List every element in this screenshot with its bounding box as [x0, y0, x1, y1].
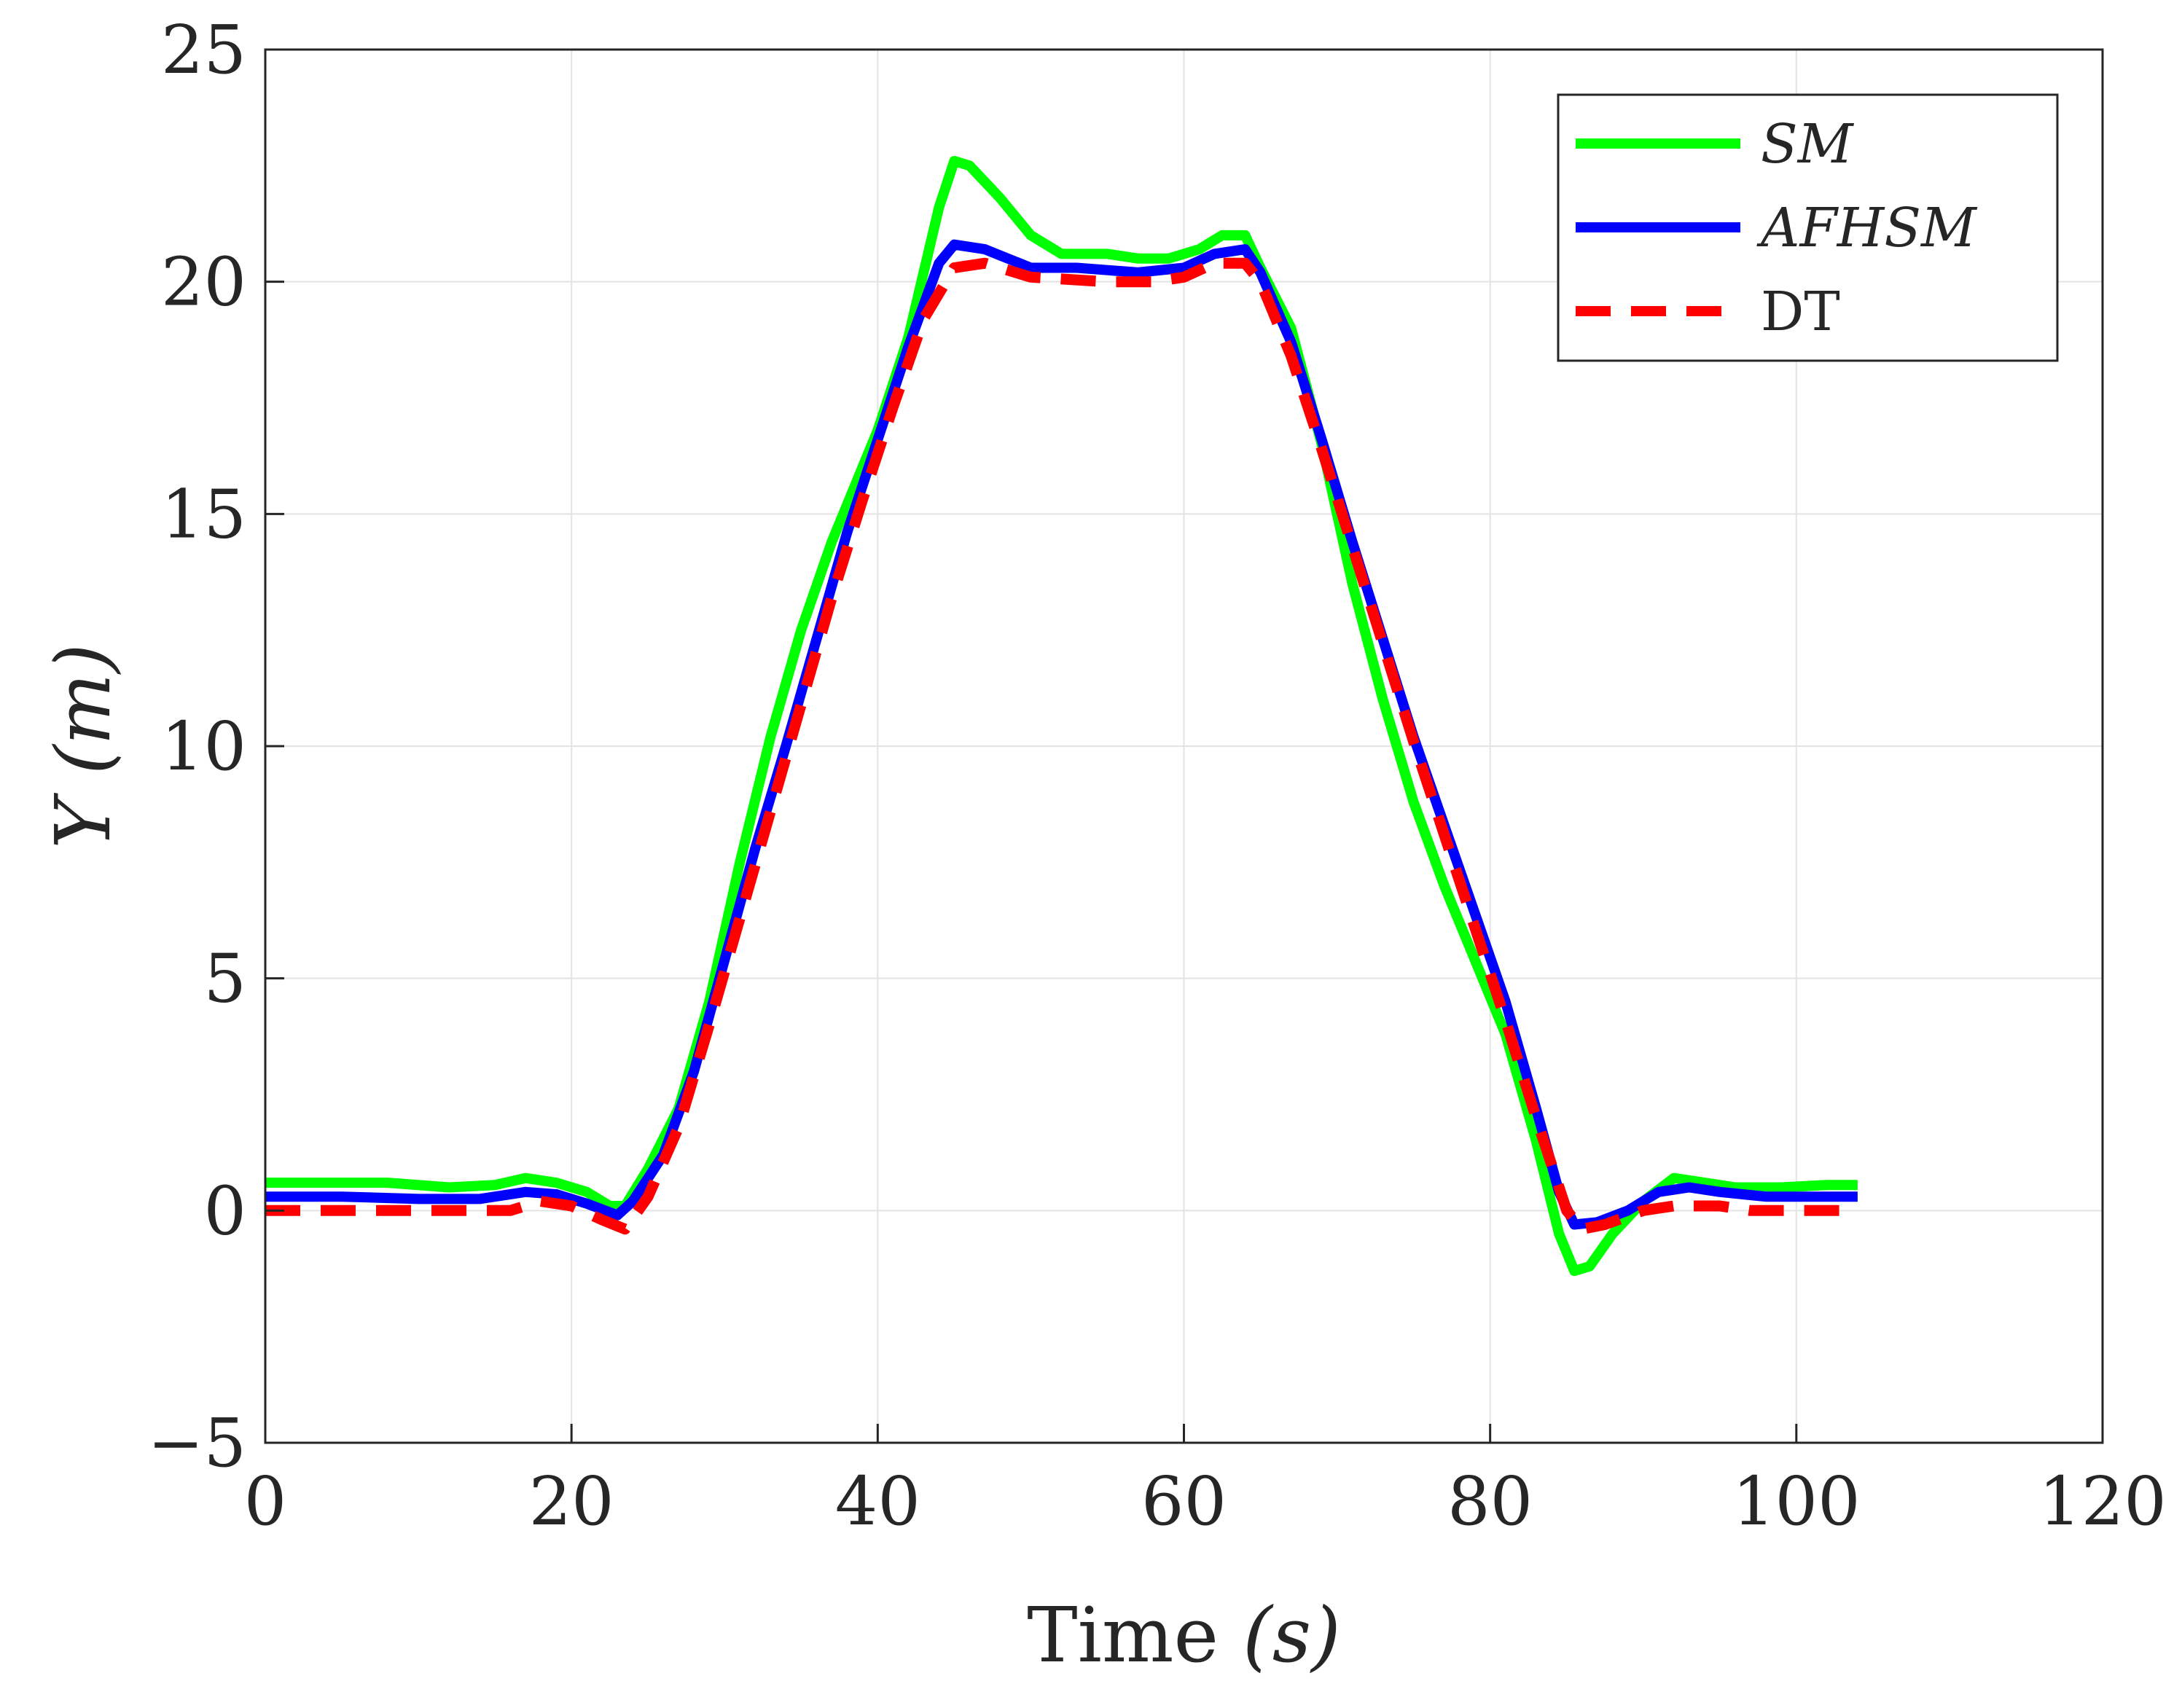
legend-label-afhsm: AFHSM — [1756, 197, 1978, 259]
x-tick-label: 60 — [1141, 1462, 1227, 1540]
x-tick-label: 40 — [835, 1462, 920, 1540]
x-axis-label: Time (s) — [1027, 1591, 1340, 1680]
x-tick-label: 100 — [1732, 1462, 1861, 1540]
y-tick-label: 10 — [161, 708, 246, 786]
y-tick-label: 25 — [161, 11, 246, 89]
x-tick-label: 0 — [244, 1462, 287, 1540]
series-line-dt — [265, 257, 1858, 1235]
y-tick-label: 0 — [203, 1172, 246, 1250]
ticks — [264, 48, 2104, 1444]
y-tick-label: −5 — [147, 1404, 246, 1482]
legend-label-dt: DT — [1761, 281, 1840, 343]
x-tick-label: 120 — [2038, 1462, 2167, 1540]
series-line-sm — [265, 156, 1858, 1277]
legend-label-sm: SM — [1761, 113, 1855, 176]
y-axis-label: Y (m) — [39, 643, 128, 848]
series-group — [265, 156, 1858, 1277]
y-tick-label: 5 — [203, 940, 246, 1018]
y-tick-labels: −5 0 5 10 15 20 25 — [147, 11, 246, 1482]
y-tick-label: 15 — [161, 475, 246, 553]
x-tick-labels: 0 20 40 60 80 100 120 — [244, 1462, 2167, 1540]
x-tick-label: 20 — [529, 1462, 614, 1540]
x-tick-label: 80 — [1447, 1462, 1533, 1540]
legend: SM AFHSM DT — [1557, 93, 2059, 362]
y-tick-label: 20 — [161, 243, 246, 321]
